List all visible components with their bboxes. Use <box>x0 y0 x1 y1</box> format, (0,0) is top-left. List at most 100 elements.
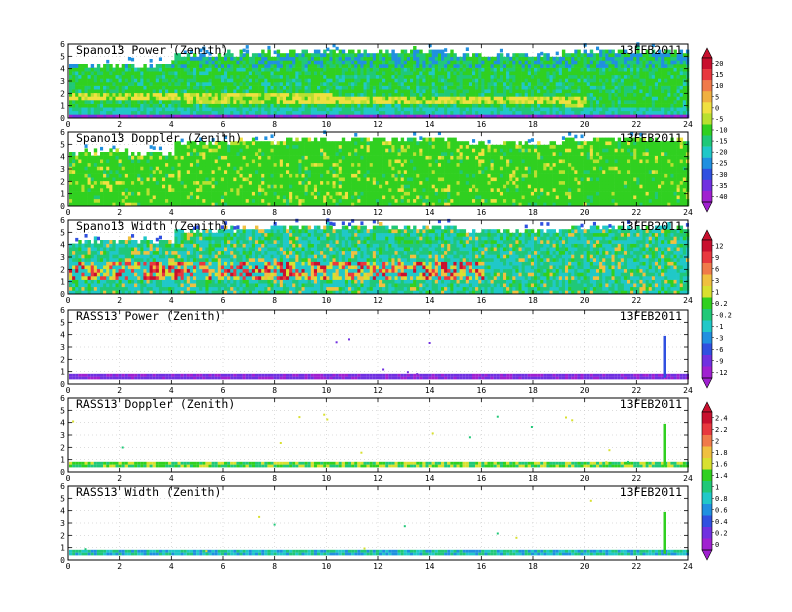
data-cell <box>248 103 253 108</box>
data-cell <box>267 114 271 119</box>
data-cell <box>512 82 516 86</box>
data-cell <box>146 103 150 108</box>
data-cell <box>326 53 330 58</box>
data-cell <box>583 103 587 108</box>
data-cell <box>72 159 76 164</box>
data-cell <box>81 180 85 185</box>
data-cell <box>518 78 522 83</box>
data-cell <box>112 114 116 119</box>
data-cell <box>96 198 101 203</box>
data-cell <box>127 177 132 182</box>
data-cell <box>208 71 212 76</box>
data-cell <box>382 100 386 104</box>
data-cell <box>124 89 129 94</box>
data-cell <box>127 82 132 86</box>
data-cell <box>174 170 178 174</box>
data-cell <box>341 53 346 58</box>
data-cell <box>630 107 634 112</box>
data-cell <box>317 89 321 94</box>
data-cell <box>220 180 225 185</box>
data-cell <box>255 107 259 112</box>
data-cell <box>273 107 277 112</box>
data-cell <box>599 82 603 86</box>
data-cell <box>155 82 160 86</box>
data-cell <box>180 138 184 143</box>
data-cell <box>459 114 463 119</box>
data-cell <box>478 71 482 76</box>
data-cell <box>106 74 110 79</box>
data-cell <box>242 166 246 171</box>
data-cell <box>326 47 330 52</box>
data-cell <box>363 67 367 72</box>
data-cell <box>162 110 166 115</box>
data-cell <box>180 89 184 94</box>
data-cell <box>245 148 250 153</box>
data-cell <box>481 71 485 76</box>
data-cell <box>121 107 126 112</box>
data-cell <box>627 71 631 76</box>
data-cell <box>388 53 392 58</box>
data-cell <box>512 103 516 108</box>
data-cell <box>149 71 153 76</box>
data-cell <box>586 92 591 97</box>
data-cell <box>72 100 76 104</box>
data-cell <box>620 71 625 76</box>
data-cell <box>614 100 618 104</box>
data-cell <box>425 74 429 79</box>
data-cell <box>506 85 510 90</box>
data-cell <box>503 56 507 61</box>
data-cell <box>450 103 454 108</box>
data-cell <box>565 114 569 119</box>
data-cell <box>270 173 274 178</box>
data-cell <box>264 170 268 174</box>
data-cell <box>521 100 525 104</box>
data-cell <box>348 71 352 76</box>
data-cell <box>583 60 587 65</box>
data-cell <box>124 64 129 68</box>
data-cell <box>406 64 411 68</box>
data-cell <box>255 67 259 72</box>
data-cell <box>72 74 76 79</box>
data-cell <box>199 198 203 203</box>
data-cell <box>589 74 594 79</box>
data-cell <box>431 107 436 112</box>
data-cell <box>642 89 646 94</box>
data-cell <box>546 74 550 79</box>
data-cell <box>261 170 265 174</box>
data-cell <box>599 89 603 94</box>
data-cell <box>453 107 457 112</box>
data-cell <box>72 67 76 72</box>
data-cell <box>137 114 141 119</box>
data-cell <box>444 114 448 119</box>
data-cell <box>96 159 101 164</box>
data-cell <box>202 92 206 97</box>
data-cell <box>583 114 587 119</box>
data-cell <box>459 71 463 76</box>
data-cell <box>459 56 463 61</box>
data-cell <box>379 67 383 72</box>
data-cell <box>273 64 277 68</box>
data-cell <box>301 177 305 182</box>
data-cell <box>459 85 463 90</box>
data-cell <box>503 100 507 104</box>
data-cell <box>202 56 206 61</box>
data-cell <box>379 114 383 119</box>
data-cell <box>158 100 163 104</box>
data-cell <box>465 47 469 51</box>
data-cell <box>211 202 215 207</box>
data-cell <box>304 82 308 86</box>
data-cell <box>233 202 237 207</box>
data-cell <box>403 60 408 65</box>
data-cell <box>413 46 417 50</box>
data-cell <box>69 184 73 189</box>
data-cell <box>264 53 268 58</box>
data-cell <box>565 110 569 115</box>
data-cell <box>158 195 163 200</box>
data-cell <box>217 141 222 146</box>
data-cell <box>332 107 336 112</box>
data-cell <box>403 49 408 54</box>
data-cell <box>503 103 507 108</box>
data-cell <box>465 56 470 61</box>
data-cell <box>335 110 339 115</box>
data-cell <box>106 107 110 112</box>
